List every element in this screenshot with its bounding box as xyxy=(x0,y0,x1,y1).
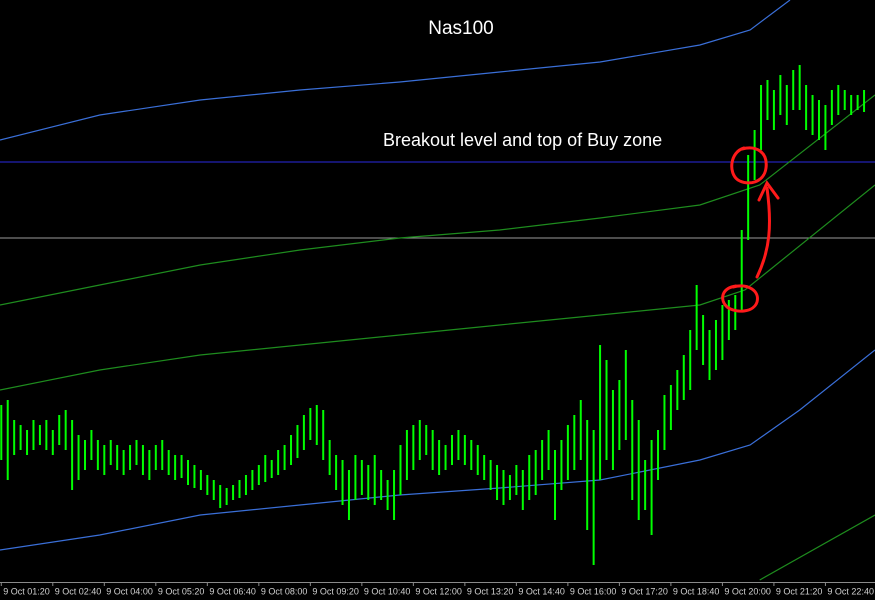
envelope-line xyxy=(759,514,875,581)
x-tick-label: 9 Oct 04:00 xyxy=(106,586,153,596)
x-tick-label: 9 Oct 13:20 xyxy=(467,586,514,596)
x-tick-label: 9 Oct 12:00 xyxy=(415,586,462,596)
x-tick-label: 9 Oct 20:00 xyxy=(724,586,771,596)
envelope-line xyxy=(0,94,875,306)
x-tick-label: 9 Oct 09:20 xyxy=(312,586,359,596)
circle-marker xyxy=(730,146,768,185)
x-tick-label: 9 Oct 06:40 xyxy=(209,586,256,596)
x-tick-label: 9 Oct 08:00 xyxy=(261,586,308,596)
x-tick-label: 9 Oct 22:40 xyxy=(827,586,874,596)
x-axis: 9 Oct 01:20 9 Oct 02:40 9 Oct 04:00 9 Oct 0… xyxy=(0,582,874,596)
arrow-head xyxy=(757,180,780,202)
x-tick-label: 9 Oct 10:40 xyxy=(364,586,411,596)
annotation: Breakout level and top of Buy zone xyxy=(383,130,662,150)
envelope-line xyxy=(0,349,875,551)
envelope-line xyxy=(0,0,791,141)
x-tick-label: 9 Oct 18:40 xyxy=(673,586,720,596)
hand-drawn-marks xyxy=(721,146,780,313)
x-tick-label: 9 Oct 17:20 xyxy=(621,586,668,596)
x-tick-label: 9 Oct 14:40 xyxy=(518,586,565,596)
x-tick-label: 9 Oct 16:00 xyxy=(570,586,617,596)
plot-area xyxy=(0,0,875,581)
x-tick-label: 9 Oct 02:40 xyxy=(55,586,102,596)
x-tick-label: 9 Oct 21:20 xyxy=(776,586,823,596)
x-tick-label: 9 Oct 01:20 xyxy=(3,586,50,596)
circle-marker xyxy=(721,284,759,313)
chart-title: Nas100 xyxy=(428,18,494,39)
arrow-shaft xyxy=(755,186,772,279)
x-tick-label: 9 Oct 05:20 xyxy=(158,586,205,596)
